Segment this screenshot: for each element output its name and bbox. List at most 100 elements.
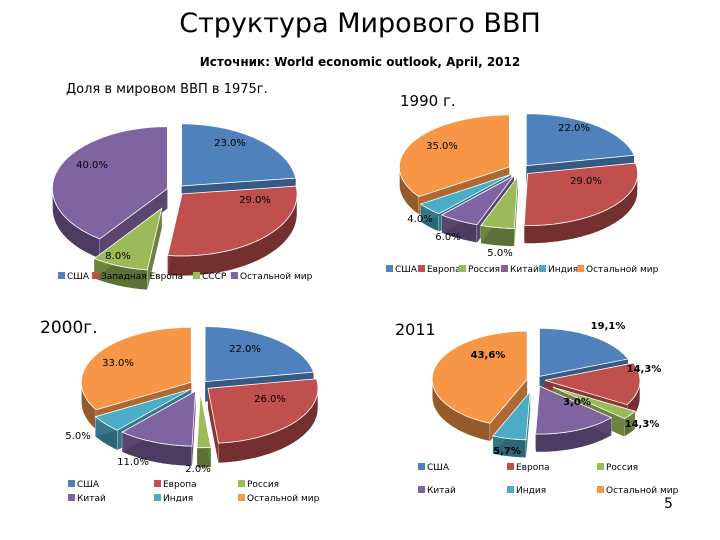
pie-data-label-1-2: 5.0% [487, 248, 512, 259]
pie-slice-0-0 [181, 123, 297, 187]
pie-data-label-1-1: 29.0% [570, 176, 602, 187]
pie-data-label-3-3: 14,3% [625, 419, 660, 430]
pie-slice-1-0 [525, 113, 635, 167]
legend-swatch-2-3 [68, 494, 75, 501]
legend-label-0-0: США [67, 272, 90, 282]
legend-swatch-1-1 [418, 265, 425, 272]
legend-label-2-1: Европа [163, 480, 197, 490]
pie-chart-2: 22.0% 26.0% 2.0% 11.0% 5.0% 33.0% США Европа Рос… [65, 326, 320, 504]
chart-title-2011: 2011 [395, 320, 436, 339]
legend-swatch-2-5 [238, 494, 245, 501]
pie-data-label-2-2: 2.0% [185, 464, 210, 475]
legend-swatch-2-0 [68, 480, 75, 487]
legend-swatch-2-2 [238, 480, 245, 487]
pie-slice-2-1 [207, 378, 319, 444]
pie-slice-3-5 [431, 330, 528, 424]
pie-data-label-2-3: 11.0% [117, 457, 149, 468]
legend-label-2-2: Россия [247, 480, 279, 490]
pie-slice-2-2 [196, 392, 212, 449]
legend-label-3-1: Европа [516, 463, 550, 473]
pie-slice-3-0 [539, 328, 629, 377]
legend-swatch-2-1 [154, 480, 161, 487]
pie-data-label-2-5: 33.0% [102, 358, 134, 369]
pie-data-label-1-4: 4.0% [407, 214, 432, 225]
legend-label-3-4: Индия [516, 486, 546, 496]
legend-swatch-3-5 [597, 486, 604, 493]
legend-label-1-5: Остальной мир [586, 265, 659, 275]
legend-swatch-1-2 [459, 265, 466, 272]
pie-slice-1-2 [480, 175, 519, 229]
pie-data-label-1-5: 35.0% [426, 141, 458, 152]
pie-slice-2-0 [204, 326, 315, 383]
pie-chart-3: 19,1% 14,3% 3,0% 14,3% 5,7% 43,6% США Европа Рос… [418, 321, 679, 496]
pie-data-label-2-4: 5.0% [65, 431, 90, 442]
legend-label-1-2: Россия [468, 265, 500, 275]
legend-label-1-3: Китай [510, 265, 539, 275]
pie-data-label-0-2: 8.0% [105, 251, 130, 262]
pie-data-label-3-0: 19,1% [591, 321, 626, 332]
pie-slice-2-5 [80, 326, 192, 411]
legend-label-1-4: Индия [548, 265, 578, 275]
legend-label-2-0: США [77, 480, 100, 490]
pie-slice-2-4 [94, 388, 191, 431]
pie-data-label-3-5: 43,6% [471, 350, 506, 361]
pie-slice-1-5 [399, 114, 510, 198]
pie-slice-3-3 [535, 385, 613, 435]
pie-data-label-1-0: 22.0% [558, 123, 590, 134]
legend-swatch-0-2 [193, 272, 200, 279]
legend-swatch-1-3 [501, 265, 508, 272]
legend-swatch-3-1 [507, 463, 514, 470]
pie-slice-1-3 [440, 175, 515, 226]
legend-swatch-1-4 [539, 265, 546, 272]
legend-label-3-2: Россия [606, 463, 638, 473]
legend-label-2-5: Остальной мир [247, 494, 320, 504]
legend-label-3-5: Остальной мир [606, 486, 679, 496]
legend-swatch-3-4 [507, 486, 514, 493]
pie-slice-1-4 [419, 174, 512, 215]
legend-label-0-3: Остальной мир [240, 272, 313, 282]
legend-swatch-3-0 [418, 463, 425, 470]
chart-title-1990: 1990 г. [400, 92, 456, 110]
chart-title-1975: Доля в мировом ВВП в 1975г. [66, 82, 268, 97]
pie-slice-1-1 [523, 162, 638, 226]
pie-data-label-3-4: 5,7% [493, 446, 521, 457]
pie-data-label-0-0: 23.0% [214, 138, 246, 149]
pie-slice-2-3 [121, 390, 196, 447]
pie-slice-3-2 [552, 386, 636, 420]
legend-label-2-4: Индия [163, 494, 193, 504]
pie-slice-3-1 [544, 362, 641, 406]
legend-label-3-0: США [427, 463, 450, 473]
legend-label-1-1: Европа [427, 265, 461, 275]
slide-title: Структура Мирового ВВП [179, 8, 541, 39]
pie-slice-3-4 [492, 390, 531, 441]
legend-label-0-1: Западная Европа [101, 272, 183, 282]
legend-swatch-1-5 [577, 265, 584, 272]
chart-title-2000: 2000г. [40, 318, 98, 338]
pie-data-label-2-0: 22.0% [229, 344, 261, 355]
legend-swatch-0-0 [58, 272, 65, 279]
pie-data-label-0-1: 29.0% [239, 195, 271, 206]
legend-label-2-3: Китай [77, 494, 106, 504]
legend-swatch-3-3 [418, 486, 425, 493]
legend-swatch-3-2 [597, 463, 604, 470]
legend-label-1-0: США [395, 265, 418, 275]
pie-chart-1: 22.0% 29.0% 5.0% 6.0%4.0% 35.0% США Европа Росс… [386, 113, 659, 275]
legend-swatch-1-0 [386, 265, 393, 272]
legend-swatch-0-3 [231, 272, 238, 279]
pie-data-label-1-3: 6.0% [435, 232, 460, 243]
legend-label-3-3: Китай [427, 486, 456, 496]
legend-swatch-2-4 [154, 494, 161, 501]
pie-chart-0: 23.0% 29.0% 8.0% 40.0% США Западная Европа ССС… [52, 123, 313, 291]
slide-source: Источник: World economic outlook, April,… [199, 55, 521, 69]
pie-data-label-3-1: 14,3% [627, 364, 662, 375]
pie-data-label-2-1: 26.0% [254, 394, 286, 405]
legend-swatch-0-1 [92, 272, 99, 279]
pie-data-label-3-2: 3,0% [563, 397, 591, 408]
pie-data-label-0-3: 40.0% [76, 160, 108, 171]
pie-slice-0-1 [167, 185, 298, 257]
legend-label-0-2: СССР [202, 272, 227, 282]
page-number: 5 [664, 496, 673, 512]
pie-slice-0-2 [93, 207, 163, 271]
pie-slice-0-3 [52, 126, 168, 240]
